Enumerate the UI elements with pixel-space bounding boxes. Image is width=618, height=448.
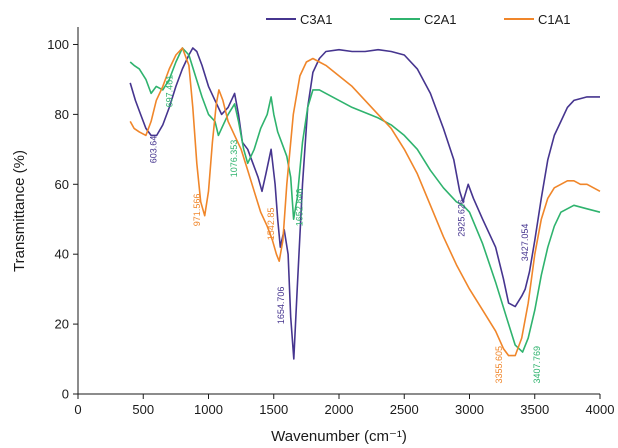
y-axis-ticks: 0 20 40 60 80 100	[47, 37, 78, 402]
series-line-c1a1	[129, 47, 601, 357]
x-tick-label: 0	[74, 402, 81, 417]
peak-label: 1542.85	[266, 208, 276, 241]
y-tick-label: 0	[62, 387, 69, 402]
x-tick-label: 3500	[520, 402, 549, 417]
y-tick-label: 40	[55, 247, 69, 262]
y-tick-label: 60	[55, 177, 69, 192]
y-axis-title: Transmittance (%)	[11, 150, 28, 272]
x-axis-title: Wavenumber (cm⁻¹)	[271, 428, 407, 445]
x-tick-label: 500	[132, 402, 154, 417]
plot-area	[129, 47, 601, 360]
peak-label: 1652.846	[295, 189, 305, 227]
legend-label-c1a1: C1A1	[538, 12, 571, 27]
peak-label: 3407.769	[532, 346, 542, 384]
peak-label: 1076.353	[229, 140, 239, 178]
peak-label: 1654.706	[276, 287, 286, 325]
x-axis-ticks: 0 500 1000 1500 2000 2500 3000 3500 4000	[74, 394, 614, 417]
peak-label: 971.566	[192, 194, 202, 227]
x-tick-label: 2000	[325, 402, 354, 417]
series-line-c3a1	[129, 47, 600, 360]
x-tick-label: 1500	[259, 402, 288, 417]
peak-label: 3355.605	[494, 346, 504, 384]
x-tick-label: 4000	[586, 402, 615, 417]
x-tick-label: 3000	[455, 402, 484, 417]
legend: C3A1 C2A1 C1A1	[266, 12, 571, 27]
y-tick-label: 20	[55, 317, 69, 332]
peak-label: 603.64	[149, 136, 159, 164]
x-tick-label: 1000	[194, 402, 223, 417]
peak-label: 697.461	[165, 75, 175, 108]
series-line-c2a1	[129, 47, 601, 353]
legend-label-c3a1: C3A1	[300, 12, 333, 27]
peak-label: 3427.054	[520, 224, 530, 262]
peak-label: 2925.626	[456, 199, 466, 237]
peak-annotations: 603.64 697.461 971.566 1076.353 1542.85 1652.…	[149, 75, 542, 384]
x-tick-label: 2500	[390, 402, 419, 417]
y-tick-label: 100	[47, 37, 69, 52]
y-tick-label: 80	[55, 107, 69, 122]
legend-label-c2a1: C2A1	[424, 12, 457, 27]
